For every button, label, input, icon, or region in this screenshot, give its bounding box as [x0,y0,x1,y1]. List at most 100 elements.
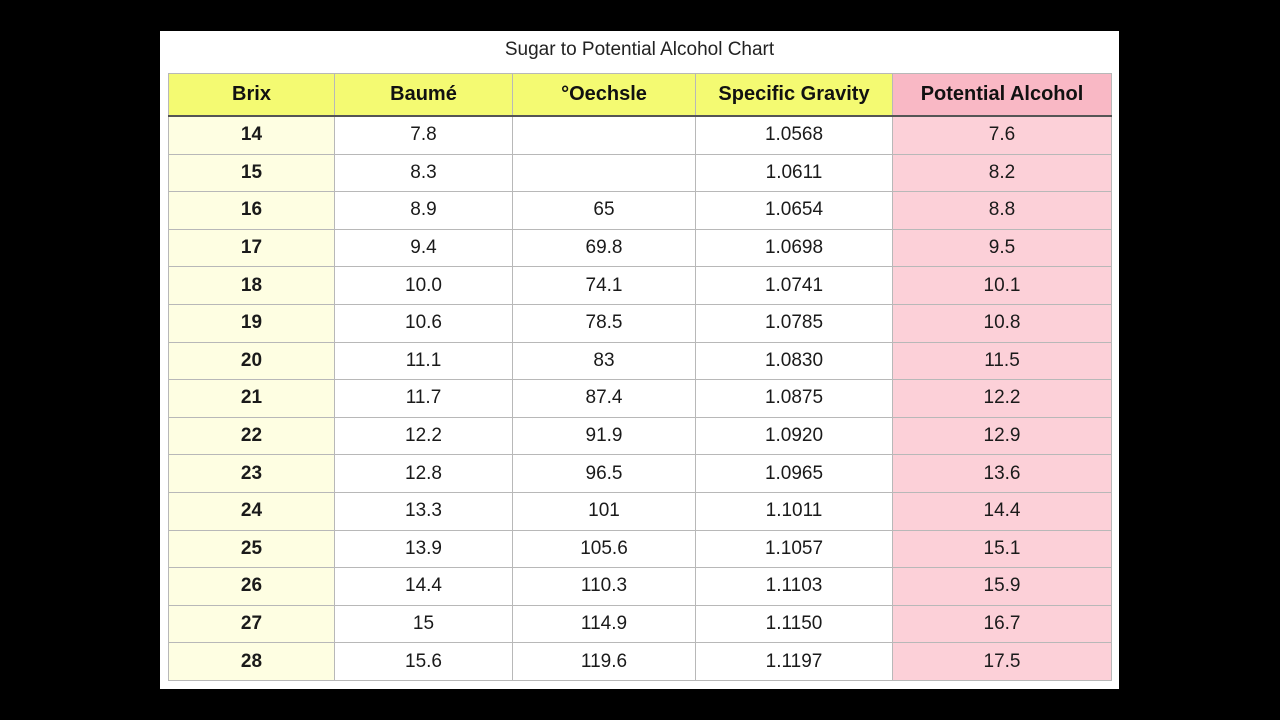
oechsle-cell: 110.3 [512,567,696,606]
table-row: 24 13.3 101 1.1011 14.4 [168,491,1112,531]
baume-cell: 9.4 [334,228,513,268]
brix-cell: 27 [168,604,335,644]
baume-cell: 13.9 [334,529,513,569]
potential-alcohol-cell: 12.2 [892,379,1112,418]
oechsle-cell: 74.1 [512,266,696,305]
baume-cell: 8.3 [334,153,513,193]
header-potential-alcohol: Potential Alcohol [892,73,1112,117]
header-specific-gravity: Specific Gravity [695,73,893,117]
header-row: Brix Baumé °Oechsle Specific Gravity Pot… [168,73,1112,117]
oechsle-cell: 87.4 [512,379,696,418]
header-brix: Brix [168,73,335,117]
potential-alcohol-cell: 16.7 [892,604,1112,644]
brix-cell: 20 [168,341,335,381]
table-row: 28 15.6 119.6 1.1197 17.5 [168,642,1112,681]
brix-cell: 17 [168,228,335,268]
brix-cell: 28 [168,642,335,681]
potential-alcohol-cell: 11.5 [892,341,1112,381]
baume-cell: 11.1 [334,341,513,381]
specific-gravity-cell: 1.0830 [695,341,893,381]
oechsle-cell [512,115,696,155]
table-row: 27 15 114.9 1.1150 16.7 [168,604,1112,644]
specific-gravity-cell: 1.0785 [695,303,893,343]
oechsle-cell: 78.5 [512,303,696,343]
specific-gravity-cell: 1.0611 [695,153,893,193]
potential-alcohol-cell: 14.4 [892,491,1112,531]
baume-cell: 12.2 [334,416,513,456]
oechsle-cell: 119.6 [512,642,696,681]
brix-cell: 25 [168,529,335,569]
table-row: 17 9.4 69.8 1.0698 9.5 [168,228,1112,268]
potential-alcohol-cell: 7.6 [892,115,1112,155]
chart-sheet: Sugar to Potential Alcohol Chart Brix Ba… [160,31,1119,689]
baume-cell: 13.3 [334,491,513,531]
table-row: 22 12.2 91.9 1.0920 12.9 [168,416,1112,456]
table-row: 26 14.4 110.3 1.1103 15.9 [168,567,1112,606]
specific-gravity-cell: 1.0920 [695,416,893,456]
baume-cell: 15 [334,604,513,644]
brix-cell: 15 [168,153,335,193]
chart-title: Sugar to Potential Alcohol Chart [504,39,775,60]
table-row: 15 8.3 1.0611 8.2 [168,153,1112,193]
baume-cell: 11.7 [334,379,513,418]
oechsle-cell: 96.5 [512,454,696,493]
oechsle-cell: 65 [512,191,696,230]
specific-gravity-cell: 1.1103 [695,567,893,606]
potential-alcohol-cell: 12.9 [892,416,1112,456]
oechsle-cell: 114.9 [512,604,696,644]
specific-gravity-cell: 1.1197 [695,642,893,681]
table-row: 14 7.8 1.0568 7.6 [168,115,1112,155]
specific-gravity-cell: 1.0741 [695,266,893,305]
brix-cell: 23 [168,454,335,493]
baume-cell: 8.9 [334,191,513,230]
table-row: 21 11.7 87.4 1.0875 12.2 [168,379,1112,418]
potential-alcohol-cell: 8.2 [892,153,1112,193]
oechsle-cell: 91.9 [512,416,696,456]
baume-cell: 12.8 [334,454,513,493]
brix-cell: 21 [168,379,335,418]
brix-cell: 24 [168,491,335,531]
specific-gravity-cell: 1.0698 [695,228,893,268]
table-row: 23 12.8 96.5 1.0965 13.6 [168,454,1112,493]
table-row: 25 13.9 105.6 1.1057 15.1 [168,529,1112,569]
brix-cell: 22 [168,416,335,456]
specific-gravity-cell: 1.1150 [695,604,893,644]
potential-alcohol-cell: 17.5 [892,642,1112,681]
potential-alcohol-cell: 9.5 [892,228,1112,268]
brix-cell: 14 [168,115,335,155]
oechsle-cell: 105.6 [512,529,696,569]
specific-gravity-cell: 1.1057 [695,529,893,569]
conversion-table: Brix Baumé °Oechsle Specific Gravity Pot… [168,73,1112,681]
table-row: 16 8.9 65 1.0654 8.8 [168,191,1112,230]
specific-gravity-cell: 1.0654 [695,191,893,230]
specific-gravity-cell: 1.0568 [695,115,893,155]
baume-cell: 10.0 [334,266,513,305]
potential-alcohol-cell: 10.1 [892,266,1112,305]
table-row: 19 10.6 78.5 1.0785 10.8 [168,303,1112,343]
table-body: 14 7.8 1.0568 7.6 15 8.3 1.0611 8.2 16 8.9 65 1.065… [168,115,1112,681]
brix-cell: 19 [168,303,335,343]
specific-gravity-cell: 1.1011 [695,491,893,531]
specific-gravity-cell: 1.0875 [695,379,893,418]
baume-cell: 7.8 [334,115,513,155]
potential-alcohol-cell: 15.1 [892,529,1112,569]
brix-cell: 16 [168,191,335,230]
oechsle-cell: 101 [512,491,696,531]
table-row: 18 10.0 74.1 1.0741 10.1 [168,266,1112,305]
oechsle-cell: 69.8 [512,228,696,268]
table-row: 20 11.1 83 1.0830 11.5 [168,341,1112,381]
specific-gravity-cell: 1.0965 [695,454,893,493]
brix-cell: 18 [168,266,335,305]
oechsle-cell [512,153,696,193]
header-baume: Baumé [334,73,513,117]
baume-cell: 15.6 [334,642,513,681]
potential-alcohol-cell: 10.8 [892,303,1112,343]
potential-alcohol-cell: 13.6 [892,454,1112,493]
oechsle-cell: 83 [512,341,696,381]
baume-cell: 10.6 [334,303,513,343]
baume-cell: 14.4 [334,567,513,606]
header-oechsle: °Oechsle [512,73,696,117]
potential-alcohol-cell: 15.9 [892,567,1112,606]
potential-alcohol-cell: 8.8 [892,191,1112,230]
brix-cell: 26 [168,567,335,606]
